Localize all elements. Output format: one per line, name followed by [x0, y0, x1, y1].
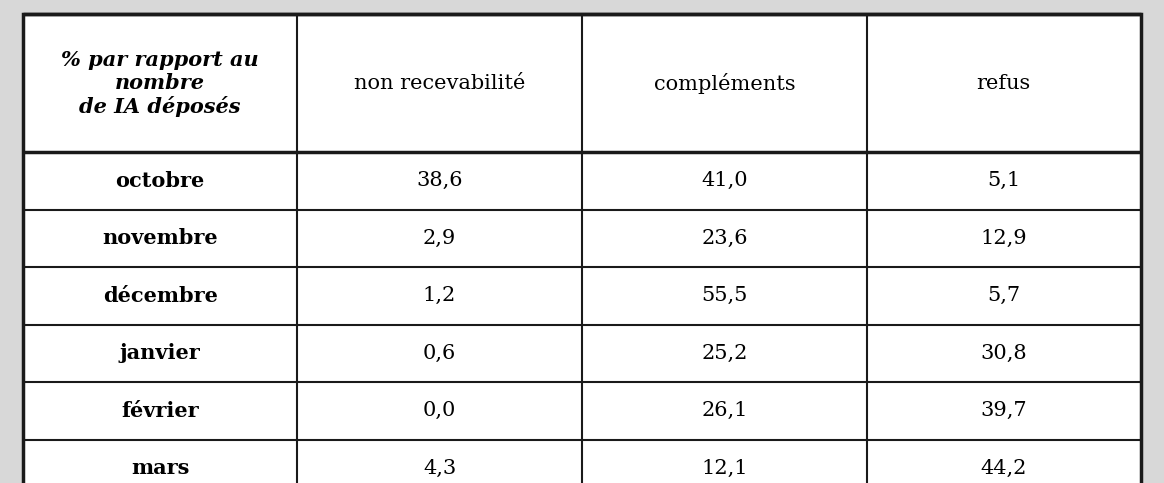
Text: octobre: octobre: [115, 171, 205, 191]
Text: décembre: décembre: [102, 286, 218, 306]
Bar: [582, 267, 867, 325]
Text: février: février: [121, 401, 199, 421]
Text: 5,7: 5,7: [987, 286, 1021, 305]
Text: 30,8: 30,8: [980, 344, 1027, 363]
Text: 55,5: 55,5: [701, 286, 747, 305]
Bar: [23, 267, 297, 325]
Text: 2,9: 2,9: [423, 229, 456, 248]
Bar: [297, 325, 582, 382]
Text: 41,0: 41,0: [701, 171, 747, 190]
Bar: [867, 440, 1141, 483]
Bar: [297, 267, 582, 325]
Text: janvier: janvier: [120, 343, 200, 363]
Text: refus: refus: [977, 74, 1031, 93]
Bar: [867, 325, 1141, 382]
Text: non recevabilité: non recevabilité: [354, 74, 525, 93]
Text: novembre: novembre: [102, 228, 218, 248]
Bar: [582, 382, 867, 440]
Bar: [867, 267, 1141, 325]
Bar: [23, 152, 297, 210]
Text: 12,9: 12,9: [980, 229, 1027, 248]
Bar: [23, 440, 297, 483]
Bar: [582, 152, 867, 210]
Text: 23,6: 23,6: [701, 229, 747, 248]
Text: 25,2: 25,2: [701, 344, 747, 363]
Bar: [23, 325, 297, 382]
Bar: [867, 14, 1141, 152]
Bar: [297, 14, 582, 152]
Bar: [582, 440, 867, 483]
Bar: [582, 210, 867, 267]
Bar: [297, 210, 582, 267]
Bar: [867, 152, 1141, 210]
Bar: [582, 14, 867, 152]
Text: 5,1: 5,1: [987, 171, 1021, 190]
Text: mars: mars: [132, 458, 190, 478]
Bar: [867, 210, 1141, 267]
Bar: [297, 440, 582, 483]
Text: 0,6: 0,6: [423, 344, 456, 363]
Bar: [297, 382, 582, 440]
Text: 38,6: 38,6: [417, 171, 463, 190]
Bar: [23, 14, 297, 152]
Text: 44,2: 44,2: [980, 459, 1027, 478]
Text: 26,1: 26,1: [701, 401, 747, 420]
Text: 4,3: 4,3: [423, 459, 456, 478]
Text: 39,7: 39,7: [980, 401, 1027, 420]
Bar: [582, 325, 867, 382]
Text: % par rapport au
nombre
de IA déposés: % par rapport au nombre de IA déposés: [62, 50, 258, 117]
Text: 12,1: 12,1: [701, 459, 747, 478]
Bar: [23, 210, 297, 267]
Bar: [297, 152, 582, 210]
Text: 1,2: 1,2: [423, 286, 456, 305]
Text: 0,0: 0,0: [423, 401, 456, 420]
Bar: [867, 382, 1141, 440]
Bar: [23, 382, 297, 440]
Text: compléments: compléments: [654, 73, 795, 94]
